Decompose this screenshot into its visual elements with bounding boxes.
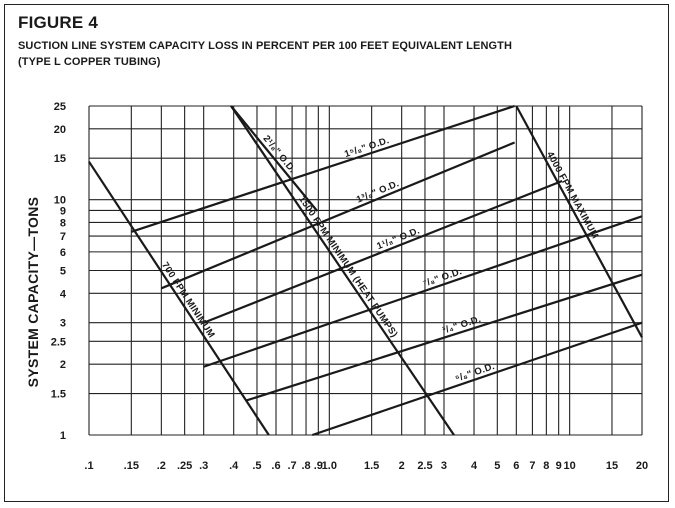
series-label: ⁷/₈" O.D. — [422, 266, 464, 289]
y-tick-label: 5 — [60, 266, 66, 278]
x-tick-label: 20 — [636, 460, 648, 472]
series-line — [160, 141, 516, 290]
series-lines — [88, 104, 643, 437]
series-line — [88, 161, 270, 436]
y-tick-label: 6 — [60, 247, 66, 259]
x-tick-label: 2.5 — [417, 460, 432, 472]
x-tick-label: .9 — [314, 460, 323, 472]
y-tick-label: 20 — [54, 124, 66, 136]
series-line — [203, 215, 643, 368]
x-tick-label: 15 — [606, 460, 618, 472]
subtitle-line-1: SUCTION LINE SYSTEM CAPACITY LOSS IN PER… — [18, 40, 513, 52]
x-tick-label: 1.0 — [322, 460, 337, 472]
series-line — [312, 321, 643, 437]
x-tick-label: .1 — [84, 460, 93, 472]
x-tick-labels: .1 .15 .2 .25 .3 .4 .5 .6 .7 .8 .91.0 1.5 2 2.5 3 4 5 6 7 8… — [84, 460, 648, 472]
x-tick-label: 9 — [556, 460, 562, 472]
figure-frame — [4, 4, 669, 502]
x-tick-label: 5 — [494, 460, 500, 472]
y-tick-label: 8 — [60, 217, 66, 229]
y-tick-label: 25 — [54, 101, 66, 113]
series-line — [203, 179, 563, 324]
y-tick-label: 2.5 — [51, 336, 66, 348]
figure-label: FIGURE 4 — [18, 13, 99, 32]
figure-subtitle: SUCTION LINE SYSTEM CAPACITY LOSS IN PER… — [18, 38, 512, 70]
x-tick-label: 1.5 — [364, 460, 379, 472]
y-tick-label: 9 — [60, 205, 66, 217]
series-label: 1⁵/₈" O.D. — [343, 135, 391, 160]
x-tick-label: .5 — [252, 460, 261, 472]
x-tick-label: 10 — [564, 460, 576, 472]
x-tick-label: .15 — [124, 460, 139, 472]
y-tick-label: 4 — [60, 288, 67, 300]
y-tick-label: 1 — [60, 430, 66, 442]
y-tick-label: 1.5 — [51, 389, 66, 401]
series-label: 700 FPM MINIMUM — [159, 260, 217, 340]
x-tick-label: .4 — [229, 460, 239, 472]
y-tick-label: 15 — [54, 153, 66, 165]
y-axis-label: SYSTEM CAPACITY—TONS — [25, 197, 41, 388]
series-labels: 2¹/₈" O.D. 1⁵/₈" O.D.1³/₈" O.D.1¹/₈" O.D.… — [159, 133, 600, 384]
series-line — [230, 105, 319, 212]
series-line — [230, 105, 455, 436]
series-line — [245, 273, 643, 402]
y-tick-label: 10 — [54, 195, 66, 207]
y-tick-label: 2 — [60, 359, 66, 371]
x-tick-label: .2 — [157, 460, 166, 472]
series-line — [130, 104, 515, 233]
y-tick-label: 7 — [60, 231, 66, 243]
series-label: 4000 FPM MAXIMUM — [544, 150, 600, 241]
y-tick-label: 3 — [60, 318, 66, 330]
x-tick-label: 4 — [471, 460, 478, 472]
x-tick-label: .6 — [271, 460, 280, 472]
x-tick-label: 2 — [399, 460, 405, 472]
series-line — [515, 105, 643, 338]
x-tick-label: 7 — [529, 460, 535, 472]
x-tick-label: .25 — [177, 460, 192, 472]
x-tick-label: .8 — [301, 460, 310, 472]
x-tick-label: 3 — [441, 460, 447, 472]
x-tick-label: .7 — [288, 460, 297, 472]
x-tick-label: 6 — [513, 460, 519, 472]
x-tick-label: 8 — [543, 460, 549, 472]
x-tick-label: .3 — [199, 460, 208, 472]
subtitle-line-2: (TYPE L COPPER TUBING) — [18, 56, 161, 68]
grid-lines — [88, 105, 643, 436]
